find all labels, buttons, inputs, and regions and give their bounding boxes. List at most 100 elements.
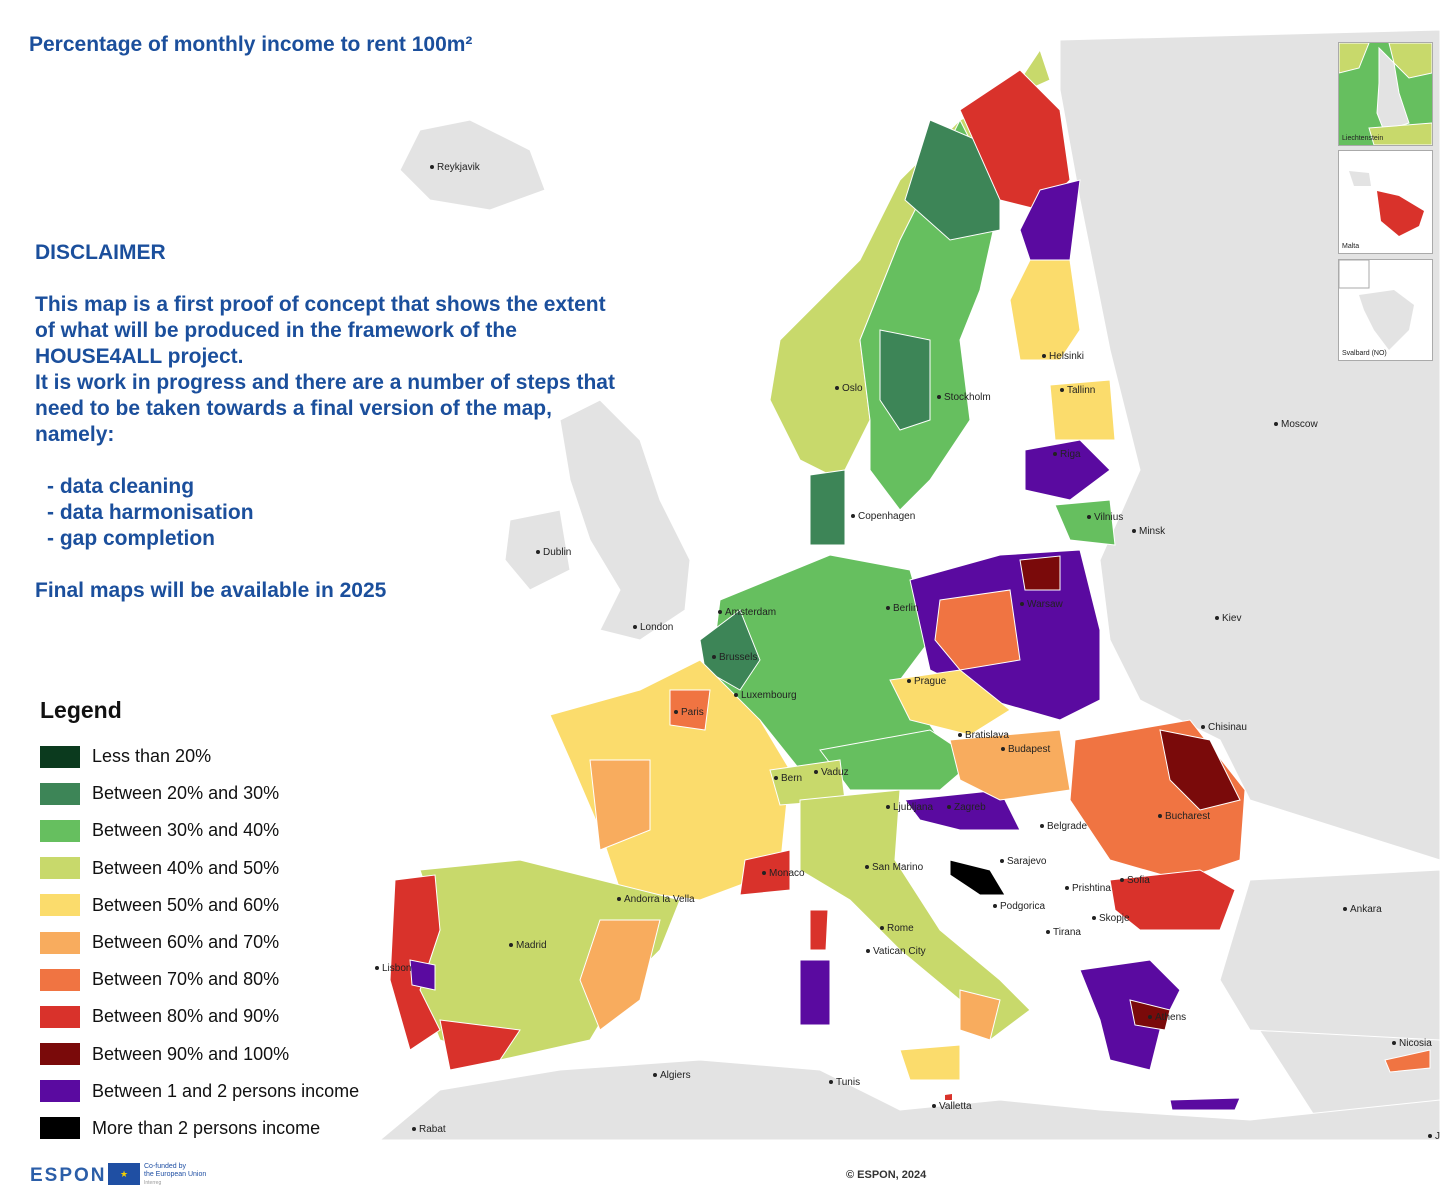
region-poland-west: [934, 589, 1021, 671]
city-dot-icon: [633, 625, 637, 630]
disclaimer-line: namely:: [35, 423, 115, 446]
city-name: Vilnius: [1094, 512, 1124, 523]
region-sardinia: [799, 959, 831, 1026]
city-label: Moscow: [1274, 419, 1318, 430]
city-label: Oslo: [835, 383, 863, 394]
legend-label: More than 2 persons income: [92, 1117, 321, 1138]
city-dot-icon: [653, 1073, 657, 1078]
city-dot-icon: [1392, 1041, 1396, 1046]
region-france-west: [589, 759, 651, 851]
region-estonia: [1049, 379, 1116, 441]
inset-svalbard: Svalbard (NO): [1338, 259, 1433, 361]
region-cyprus: [1384, 1049, 1431, 1073]
eu-cofunded-text: Co-funded by the European Union Interreg: [144, 1163, 206, 1187]
city-label: Sofia: [1120, 875, 1150, 886]
legend-label: Between 80% and 90%: [92, 1006, 280, 1027]
legend: Legend Less than 20% Between 20% and 30% B…: [40, 697, 359, 1147]
city-label: Algiers: [653, 1070, 691, 1081]
disclaimer-bullet: - gap completion: [47, 527, 215, 550]
region-sweden-mid: [879, 329, 931, 431]
city-dot-icon: [1087, 515, 1091, 520]
city-dot-icon: [1215, 616, 1219, 621]
city-label: Valletta: [932, 1101, 972, 1112]
city-label: Ljubljana: [886, 802, 933, 813]
legend-label: Between 20% and 30%: [92, 783, 280, 804]
legend-item: Less than 20%: [40, 738, 359, 775]
city-name: Oslo: [842, 383, 863, 394]
city-name: Berlin: [893, 603, 919, 614]
city-label: Brussels: [712, 652, 757, 663]
legend-swatch: [40, 1117, 80, 1140]
city-label: Riga: [1053, 449, 1081, 460]
city-label: Copenhagen: [851, 511, 915, 522]
inset-label: Svalbard (NO): [1342, 350, 1387, 357]
legend-item: More than 2 persons income: [40, 1110, 359, 1147]
city-label: Rome: [880, 923, 914, 934]
city-name: Brussels: [719, 652, 758, 663]
inset-label: Liechtenstein: [1342, 135, 1384, 142]
city-name: Madrid: [516, 940, 547, 951]
city-dot-icon: [734, 693, 738, 698]
city-dot-icon: [1092, 916, 1096, 921]
region-italy: [799, 789, 1031, 1041]
region-czechia: [889, 669, 1011, 736]
city-dot-icon: [1046, 930, 1050, 935]
city-name: Riga: [1060, 449, 1081, 460]
region-italy-south: [959, 989, 1001, 1041]
city-dot-icon: [1020, 602, 1024, 607]
city-dot-icon: [1001, 747, 1005, 752]
city-name: Warsaw: [1027, 599, 1063, 610]
city-name: Kiev: [1222, 613, 1242, 624]
city-dot-icon: [932, 1104, 936, 1109]
city-dot-icon: [1148, 1015, 1152, 1020]
region-croatia-coast: [949, 859, 1006, 896]
legend-swatch: [40, 894, 80, 917]
city-label: Vilnius: [1087, 512, 1123, 523]
city-label: Podgorica: [993, 901, 1045, 912]
city-dot-icon: [886, 606, 890, 611]
city-name: Prishtina: [1072, 883, 1111, 894]
city-name: Tallinn: [1067, 385, 1096, 396]
city-label: Budapest: [1001, 744, 1050, 755]
region-denmark: [809, 469, 846, 546]
eu-flag-icon: ★: [108, 1163, 140, 1185]
city-dot-icon: [674, 710, 678, 715]
city-label: Je: [1428, 1131, 1440, 1142]
city-label: Vatican City: [866, 946, 926, 957]
legend-item: Between 40% and 50%: [40, 850, 359, 887]
region-lithuania: [1054, 499, 1116, 546]
city-name: Tunis: [836, 1077, 861, 1088]
eu-text-line: Co-funded by: [144, 1163, 187, 1170]
city-dot-icon: [536, 550, 540, 555]
inset-liechtenstein: Liechtenstein: [1338, 42, 1433, 146]
legend-title: Legend: [40, 697, 122, 723]
city-dot-icon: [430, 165, 434, 170]
legend-swatch: [40, 782, 80, 805]
city-label: Athens: [1148, 1012, 1186, 1023]
svalbard-shape: [1339, 260, 1414, 350]
city-dot-icon: [412, 1127, 416, 1132]
inset-malta: Malta: [1338, 150, 1433, 254]
city-name: London: [640, 622, 674, 633]
city-label: Luxembourg: [734, 690, 797, 701]
city-name: Copenhagen: [858, 511, 916, 522]
region-romania-east: [1159, 729, 1241, 811]
legend-label: Between 30% and 40%: [92, 820, 280, 841]
city-name: Bern: [781, 773, 803, 784]
liechtenstein-shape: [1339, 43, 1432, 145]
city-dot-icon: [1120, 878, 1124, 883]
city-dot-icon: [993, 904, 997, 909]
city-label: Dublin: [536, 547, 571, 558]
city-label: Kiev: [1215, 613, 1241, 624]
legend-swatch: [40, 1043, 80, 1066]
city-name: Je: [1435, 1131, 1440, 1142]
legend-label: Between 1 and 2 persons income: [92, 1080, 360, 1101]
region-portugal-purple: [409, 959, 436, 991]
city-label: Chisinau: [1201, 722, 1247, 733]
region-hungary: [949, 729, 1071, 801]
city-name: Moscow: [1281, 419, 1318, 430]
region-poland-east: [1019, 555, 1061, 591]
legend-swatch: [40, 857, 80, 880]
city-dot-icon: [958, 733, 962, 738]
eu-text-line: Interreg: [144, 1180, 162, 1186]
